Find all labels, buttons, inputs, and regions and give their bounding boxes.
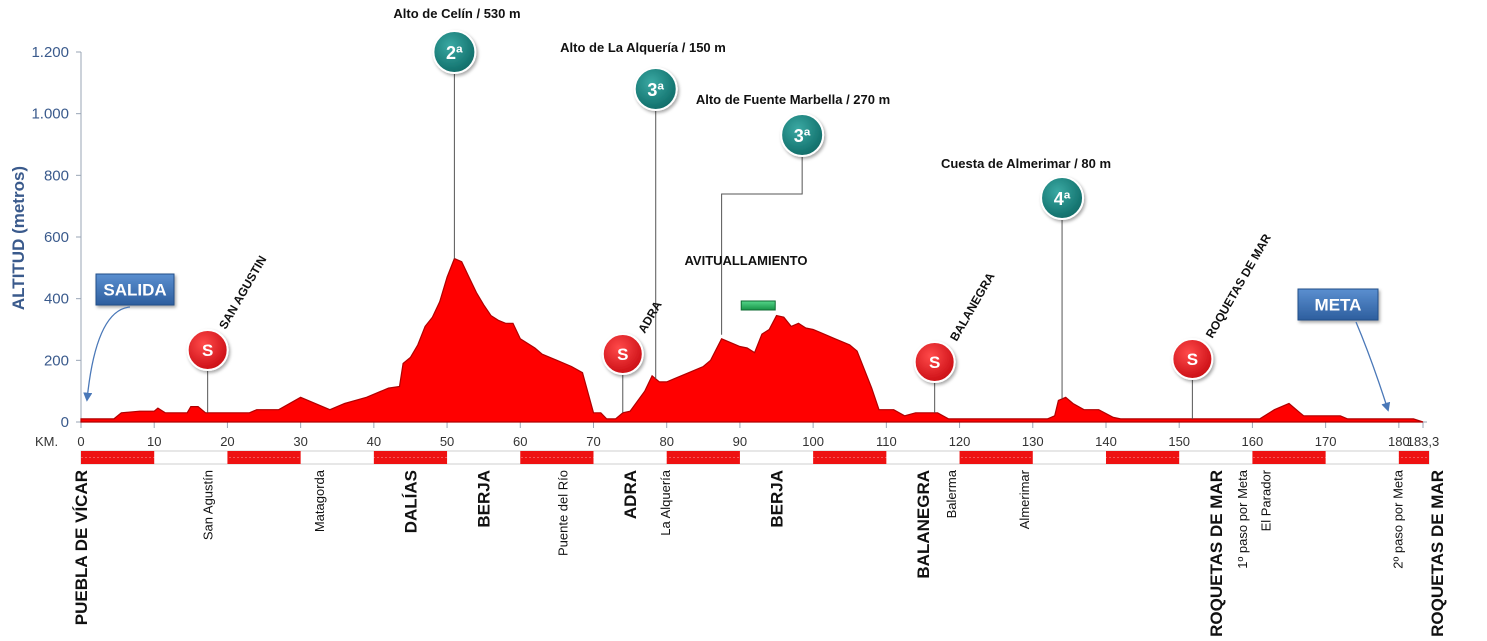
climb-name-label: Alto de Fuente Marbella / 270 m (696, 92, 890, 107)
place-minor-label: Puente del Río (556, 470, 571, 556)
sprint-badge (1171, 338, 1214, 380)
sprint-place-label: ROQUETAS DE MAR (1203, 231, 1274, 340)
sprint-place-label: SAN AGUSTIN (216, 253, 269, 331)
place-minor-label: Balerma (944, 469, 959, 518)
y-tick-label: 0 (61, 414, 69, 431)
x-tick-label: 130 (1022, 434, 1044, 449)
place-minor-label: El Parador (1259, 469, 1274, 531)
y-tick-label: 1.000 (31, 106, 69, 123)
climb-category-badge (633, 67, 678, 111)
sprint-badge-label: S (929, 353, 940, 372)
y-tick-label: 1.200 (31, 44, 69, 61)
climb-name-label: Alto de Celín / 530 m (393, 6, 520, 21)
climb-category-label: 4ª (1054, 189, 1071, 209)
x-tick-label: 180 (1388, 434, 1410, 449)
place-major-label: DALÍAS (401, 470, 420, 533)
sprint-badge-label: S (617, 345, 628, 364)
place-major-label: BALANEGRA (914, 470, 933, 579)
start-box (95, 273, 175, 306)
x-tick-label: 90 (733, 434, 747, 449)
x-tick-label: 100 (802, 434, 824, 449)
climb-category-label: 3ª (794, 126, 811, 146)
climb-category-label: 3ª (647, 80, 664, 100)
start-arrow (83, 306, 131, 402)
place-minor-label: 1º paso por Meta (1235, 469, 1250, 568)
sprint-place-label: ADRA (635, 298, 665, 335)
finish-arrow (1355, 321, 1391, 412)
place-minor-label: La Alquería (658, 469, 673, 536)
x-tick-label: 40 (367, 434, 381, 449)
x-tick-label: 170 (1315, 434, 1337, 449)
sprint-place-label: BALANEGRA (947, 270, 998, 344)
place-major-label: ROQUETAS DE MAR (1207, 470, 1226, 637)
y-tick-label: 800 (44, 167, 69, 184)
x-tick-label: 50 (440, 434, 454, 449)
finish-label: META (1315, 296, 1362, 315)
x-tick-label: 110 (876, 434, 897, 449)
x-tick-label: 70 (586, 434, 600, 449)
feed-zone-label: AVITUALLAMIENTO (684, 253, 807, 268)
sprint-badge (913, 341, 956, 383)
x-tick-label: 80 (659, 434, 673, 449)
x-axis-prefix: KM. (35, 434, 58, 449)
sprint-badge (186, 329, 229, 371)
x-tick-label: 60 (513, 434, 527, 449)
feed-zone-marker (740, 300, 776, 311)
place-major-label: PUEBLA DE VÍCAR (72, 470, 91, 625)
climb-category-badge (432, 30, 477, 74)
finish-box (1297, 288, 1379, 321)
climb-category-label: 2ª (446, 43, 463, 63)
place-major-label: ADRA (621, 470, 640, 519)
y-tick-label: 200 (44, 352, 69, 369)
sprint-badge-label: S (202, 341, 213, 360)
place-minor-label: Almerimar (1017, 469, 1032, 529)
x-tick-label: 0 (77, 434, 84, 449)
profile-area (80, 257, 1424, 423)
x-tick-label: 183,3 (1407, 434, 1440, 449)
climb-leader-line (721, 157, 803, 335)
x-tick-label: 20 (220, 434, 234, 449)
x-tick-label: 120 (949, 434, 971, 449)
x-tick-label: 150 (1168, 434, 1190, 449)
place-minor-label: 2º paso por Meta (1390, 469, 1405, 568)
place-major-label: BERJA (768, 470, 787, 528)
climb-category-badge (780, 113, 825, 157)
place-minor-label: San Agustín (201, 470, 216, 540)
x-tick-label: 30 (293, 434, 307, 449)
sprint-badge-label: S (1187, 350, 1198, 369)
y-tick-label: 600 (44, 229, 69, 246)
km-bar-segment (959, 451, 1033, 464)
y-axis-title: ALTITUD (metros) (9, 166, 28, 310)
x-tick-label: 160 (1242, 434, 1264, 449)
km-bar-segment (666, 451, 740, 464)
climb-category-badge (1040, 176, 1085, 220)
start-label: SALIDA (103, 281, 166, 300)
x-tick-label: 10 (147, 434, 161, 449)
y-tick-label: 400 (44, 291, 69, 308)
climb-name-label: Cuesta de Almerimar / 80 m (941, 156, 1111, 171)
x-tick-label: 140 (1095, 434, 1117, 449)
km-bar-segment (520, 451, 594, 464)
km-bar-segment (227, 451, 301, 464)
sprint-badge (601, 333, 644, 375)
place-major-label: BERJA (475, 470, 494, 528)
place-minor-label: Matagorda (312, 469, 327, 532)
climb-name-label: Alto de La Alquería / 150 m (560, 40, 726, 55)
place-major-label: ROQUETAS DE MAR (1428, 470, 1447, 637)
